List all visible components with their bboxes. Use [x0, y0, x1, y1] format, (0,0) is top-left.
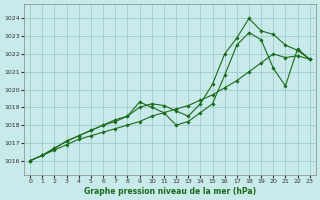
X-axis label: Graphe pression niveau de la mer (hPa): Graphe pression niveau de la mer (hPa) [84, 187, 256, 196]
